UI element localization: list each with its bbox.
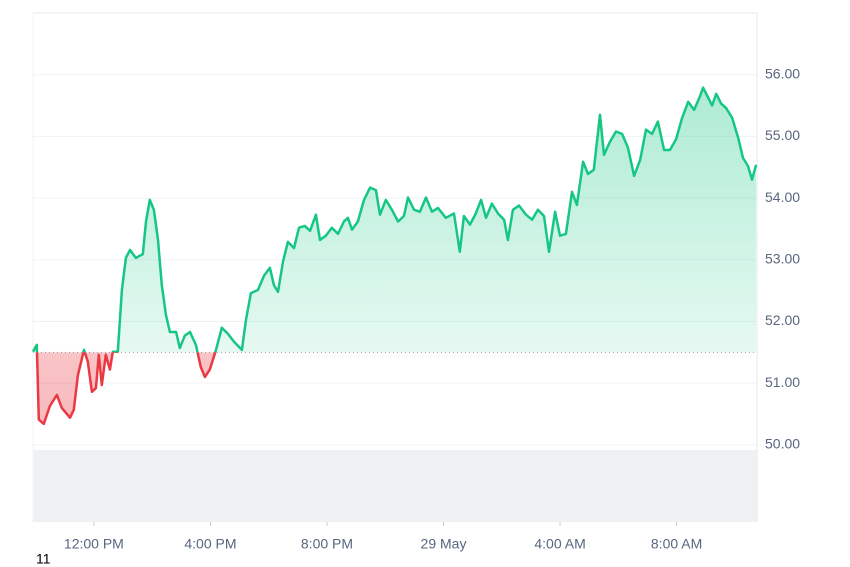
area-down	[36, 352, 216, 424]
volume-area	[33, 450, 757, 522]
y-tick-label: 55.00	[765, 127, 800, 143]
y-tick-label: 54.00	[765, 189, 800, 205]
y-tick-label: 56.00	[765, 65, 800, 81]
area-up	[33, 87, 757, 353]
plot: 50.00 51.00 52.00 53.00 54.00 55.00 56.00 12:00…	[31, 65, 800, 552]
y-tick-label: 53.00	[765, 250, 800, 266]
x-tick-label: 4:00 PM	[184, 536, 236, 552]
x-tick-label: 12:00 PM	[64, 536, 124, 552]
y-tick-label: 52.00	[765, 312, 800, 328]
annotation: 11	[36, 551, 51, 567]
x-tick-label: 4:00 AM	[534, 536, 585, 552]
x-tick-label: 8:00 AM	[651, 536, 702, 552]
y-tick-label: 51.00	[765, 374, 800, 390]
x-tick-label: 29 May	[421, 536, 467, 552]
y-tick-label: 50.00	[765, 436, 800, 452]
x-tick-label: 8:00 PM	[301, 536, 353, 552]
price-line-up	[31, 86, 758, 353]
